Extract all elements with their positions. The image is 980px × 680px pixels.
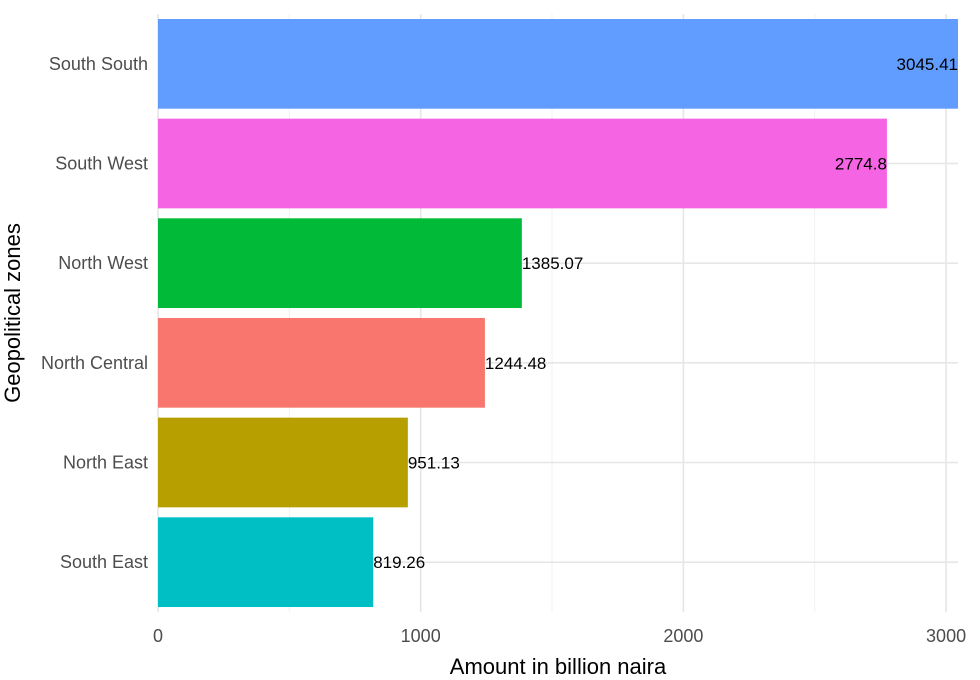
data-label-north-central: 1244.48 bbox=[485, 354, 546, 373]
bar-north-west bbox=[158, 218, 522, 309]
bar-south-east bbox=[158, 517, 374, 608]
y-tick-north-central: North Central bbox=[41, 353, 148, 373]
x-tick-label: 1000 bbox=[401, 626, 441, 646]
data-label-north-west: 1385.07 bbox=[522, 254, 583, 273]
y-tick-north-east: North East bbox=[63, 453, 148, 473]
data-label-north-east: 951.13 bbox=[408, 454, 460, 473]
x-tick-label: 2000 bbox=[663, 626, 703, 646]
y-tick-south-east: South East bbox=[60, 552, 148, 572]
y-axis-title: Geopolitical zones bbox=[0, 223, 25, 403]
y-tick-south-south: South South bbox=[49, 54, 148, 74]
y-axis-tick-labels: South East North East North Central North W… bbox=[41, 54, 148, 572]
y-tick-north-west: North West bbox=[58, 253, 148, 273]
y-tick-south-west: South West bbox=[55, 154, 148, 174]
bar-north-central bbox=[158, 317, 485, 408]
x-tick-label: 0 bbox=[153, 626, 163, 646]
x-axis-tick-labels: 0 1000 2000 3000 bbox=[153, 626, 966, 646]
data-label-south-south: 3045.41 bbox=[897, 55, 958, 74]
bar-south-south bbox=[158, 18, 958, 109]
data-label-south-east: 819.26 bbox=[373, 553, 425, 572]
bars bbox=[158, 18, 958, 608]
x-axis-title: Amount in billion naira bbox=[450, 654, 667, 679]
x-tick-label: 3000 bbox=[926, 626, 966, 646]
data-labels: 819.26 951.13 1244.48 1385.07 2774.8 3045.41 bbox=[373, 55, 958, 572]
bar-north-east bbox=[158, 417, 408, 508]
bar-south-west bbox=[158, 118, 887, 209]
data-label-south-west: 2774.8 bbox=[835, 155, 887, 174]
